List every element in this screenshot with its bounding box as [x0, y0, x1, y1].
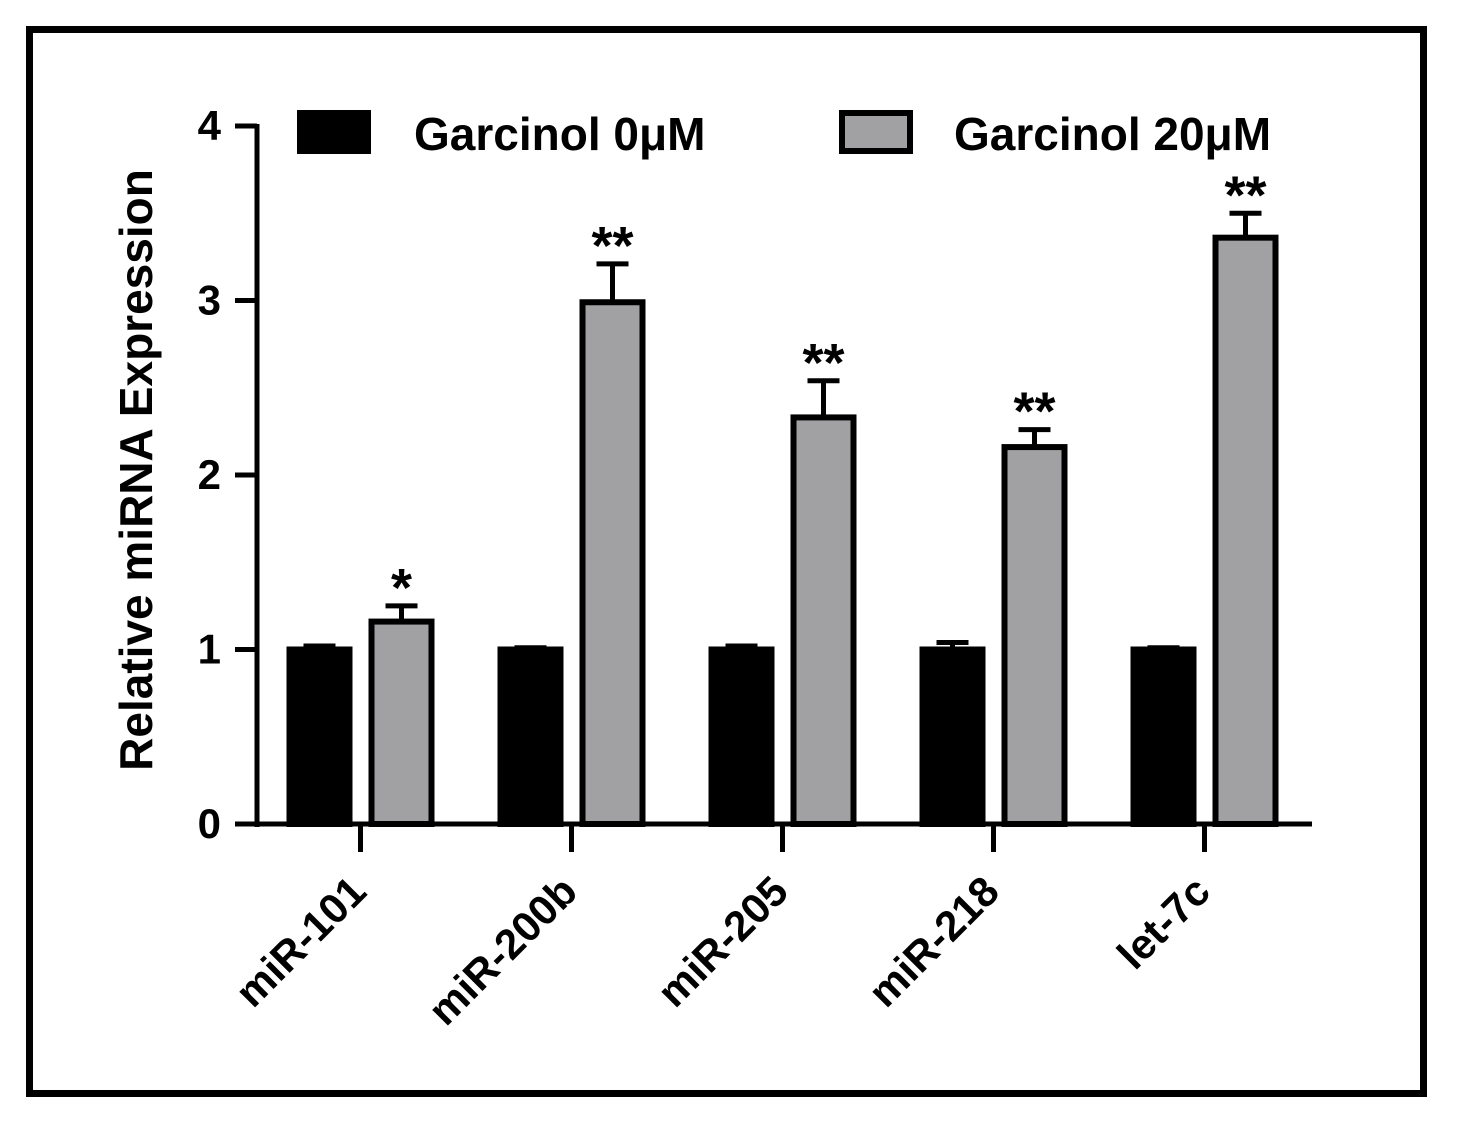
y-tick-label: 2 — [198, 451, 221, 498]
y-tick-label: 4 — [198, 102, 222, 149]
bar — [1001, 444, 1068, 827]
significance-label: ** — [1224, 165, 1266, 225]
bar — [1212, 234, 1279, 827]
bars: ********* — [286, 165, 1279, 828]
x-tick-label: miR-200b — [419, 867, 586, 1034]
bar — [790, 414, 857, 827]
legend: Garcinol 0μM Garcinol 20μM — [297, 108, 1271, 160]
significance-label: ** — [802, 333, 844, 393]
y-axis-label: Relative miRNA Expression — [110, 169, 162, 771]
legend-label: Garcinol 0μM — [414, 108, 705, 160]
x-axis: miR-101 miR-200b miR-205 miR-218 let-7c — [226, 821, 1312, 1034]
legend-swatch — [297, 110, 371, 154]
x-tick-label: miR-205 — [648, 867, 797, 1016]
figure-frame — [26, 26, 1427, 1097]
x-tick-label: miR-101 — [226, 867, 375, 1016]
x-tick-label: let-7c — [1108, 867, 1219, 978]
significance-label: * — [391, 558, 412, 618]
x-tick-label: miR-218 — [859, 867, 1008, 1016]
legend-label: Garcinol 20μM — [954, 108, 1271, 160]
y-axis: 0 1 2 3 4 — [198, 102, 260, 847]
significance-label: ** — [591, 216, 633, 276]
bar — [708, 646, 775, 827]
bar — [579, 299, 646, 827]
bar — [1130, 646, 1197, 827]
significance-label: ** — [1013, 382, 1055, 442]
y-tick-label: 0 — [198, 800, 221, 847]
bar — [286, 646, 353, 827]
y-tick-label: 1 — [198, 626, 221, 673]
legend-swatch — [839, 110, 913, 154]
bar — [919, 646, 986, 827]
bar — [497, 646, 564, 827]
y-tick-label: 3 — [198, 277, 221, 324]
bar — [368, 618, 435, 828]
